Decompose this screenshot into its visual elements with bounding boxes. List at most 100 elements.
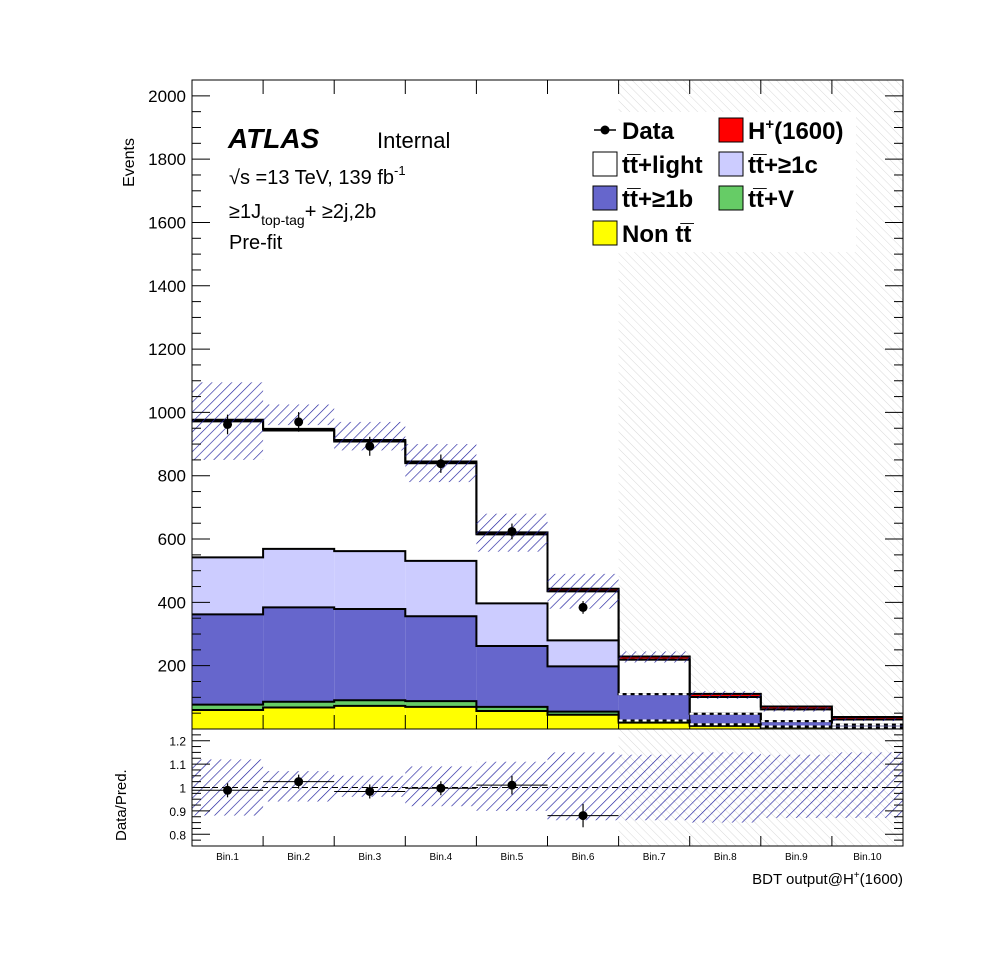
data-point-Bin.6 (578, 602, 588, 612)
bar-Bin.6 (547, 711, 619, 715)
legend-swatch (592, 220, 618, 246)
ratio-point-Bin.6 (578, 811, 588, 821)
ratio-y-tick-label: 0.8 (169, 828, 186, 842)
stack-edge-dash-3 (618, 693, 903, 726)
bar-Bin.5 (476, 646, 548, 707)
x-axis-label: BDT output@H+(1600) (752, 870, 903, 888)
y-tick-label: 2000 (148, 87, 186, 106)
y-axis-label: Events (121, 138, 138, 187)
stack-edge-dash-1 (618, 719, 903, 729)
y-tick-label: 1800 (148, 150, 186, 169)
legend-entry: Non tt̅ (592, 220, 694, 248)
x-tick-label: Bin.6 (572, 852, 595, 863)
legend-label: Non tt̅ (622, 221, 694, 248)
y-tick-label: 1400 (148, 277, 186, 296)
legend-label: tt̅+light (622, 152, 703, 179)
x-tick-label: Bin.9 (785, 852, 808, 863)
bar-Bin.7 (618, 694, 690, 721)
legend-swatch (592, 151, 618, 177)
legend-entry: tt̅+≥1b (592, 185, 693, 213)
bar-Bin.3 (334, 705, 406, 729)
bar-Bin.4 (405, 701, 477, 707)
bar-Bin.3 (334, 551, 406, 610)
data-point-Bin.5 (507, 526, 517, 536)
bar-Bin.7 (618, 722, 690, 729)
bar-Bin.1 (192, 614, 264, 705)
legend-label: H+(1600) (748, 116, 843, 145)
legend-entry: tt̅+light (592, 151, 703, 179)
bar-Bin.6 (547, 714, 619, 729)
data-point-Bin.3 (365, 441, 375, 451)
ratio-plot: 0.8 0.9 1 1.1 1.2 Bin.1 Bin.2 Bin.3 Bin.4 Bin.5 Bi… (169, 728, 904, 863)
x-tick-label: Bin.4 (429, 852, 452, 863)
x-tick-label: Bin.1 (216, 852, 239, 863)
legend-label: tt̅+≥1b (622, 186, 693, 213)
bar-Bin.2 (263, 607, 335, 702)
y-tick-label: 400 (158, 593, 186, 612)
bar-Bin.10 (831, 719, 903, 725)
bar-Bin.9 (760, 721, 832, 727)
uncertainty-Bin.9 (760, 706, 832, 712)
bar-Bin.6 (547, 666, 619, 712)
legend-entry: tt̅+≥1c (718, 151, 818, 179)
y-tick-label: 200 (158, 657, 186, 676)
bar-Bin.1 (192, 710, 264, 729)
legend-label: tt̅+≥1c (748, 152, 818, 179)
ratio-y-tick-label: 1 (179, 782, 186, 796)
bar-Bin.3 (334, 609, 406, 701)
bar-Bin.5 (476, 706, 548, 711)
legend-label: Data (622, 118, 675, 145)
x-tick-label: Bin.7 (643, 852, 666, 863)
bar-Bin.8 (689, 713, 761, 725)
series-3 (192, 548, 619, 667)
ratio-point-Bin.1 (223, 785, 233, 795)
bar-Bin.4 (405, 616, 477, 702)
energy-label: √s =13 TeV, 139 fb-1 (229, 163, 406, 189)
bar-Bin.7 (618, 659, 690, 695)
ratio-point-Bin.5 (507, 780, 517, 790)
bar-Bin.1 (192, 704, 264, 711)
legend-swatch (718, 117, 744, 143)
legend-swatch (718, 151, 744, 177)
legend-entry: H+(1600) (718, 116, 843, 145)
bar-Bin.9 (760, 709, 832, 722)
ratio-band-Bin.9 (760, 754, 832, 818)
region-label: ≥1Jtop-tag+ ≥2j,2b (229, 201, 376, 228)
atlas-label: ATLAS (227, 123, 320, 154)
y-tick-label: 1000 (148, 403, 186, 422)
data-point-Bin.4 (436, 459, 446, 469)
legend-entry: tt̅+V (718, 185, 794, 213)
y-tick-label: 1200 (148, 340, 186, 359)
x-tick-label: Bin.5 (501, 852, 524, 863)
bar-Bin.10 (831, 724, 903, 728)
bar-Bin.2 (263, 548, 335, 608)
bar-Bin.6 (547, 640, 619, 667)
x-tick-label: Bin.10 (853, 852, 882, 863)
bar-Bin.3 (334, 700, 406, 706)
ratio-y-tick-label: 0.9 (169, 805, 186, 819)
ratio-point-Bin.2 (294, 777, 304, 787)
ratio-point-Bin.4 (436, 783, 446, 793)
bar-Bin.4 (405, 706, 477, 729)
legend-label: tt̅+V (748, 186, 794, 213)
internal-label: Internal (377, 128, 450, 153)
data-point-Bin.1 (223, 419, 233, 429)
ratio-y-tick-label: 1.1 (169, 758, 186, 772)
fit-label: Pre-fit (229, 232, 283, 254)
legend-entry: Data (594, 118, 675, 145)
x-tick-label: Bin.8 (714, 852, 737, 863)
y-tick-label: 800 (158, 467, 186, 486)
x-tick-label: Bin.3 (358, 852, 381, 863)
bar-Bin.4 (405, 560, 477, 617)
legend-swatch (718, 185, 744, 211)
bar-Bin.7 (618, 720, 690, 723)
legend-swatch (592, 185, 618, 211)
ratio-band-Bin.10 (831, 752, 903, 818)
bar-Bin.2 (263, 430, 335, 549)
series-2 (192, 607, 903, 728)
bar-Bin.3 (334, 441, 406, 552)
data-point-Bin.2 (294, 417, 304, 427)
bar-Bin.8 (689, 725, 761, 729)
x-tick-label: Bin.2 (287, 852, 310, 863)
